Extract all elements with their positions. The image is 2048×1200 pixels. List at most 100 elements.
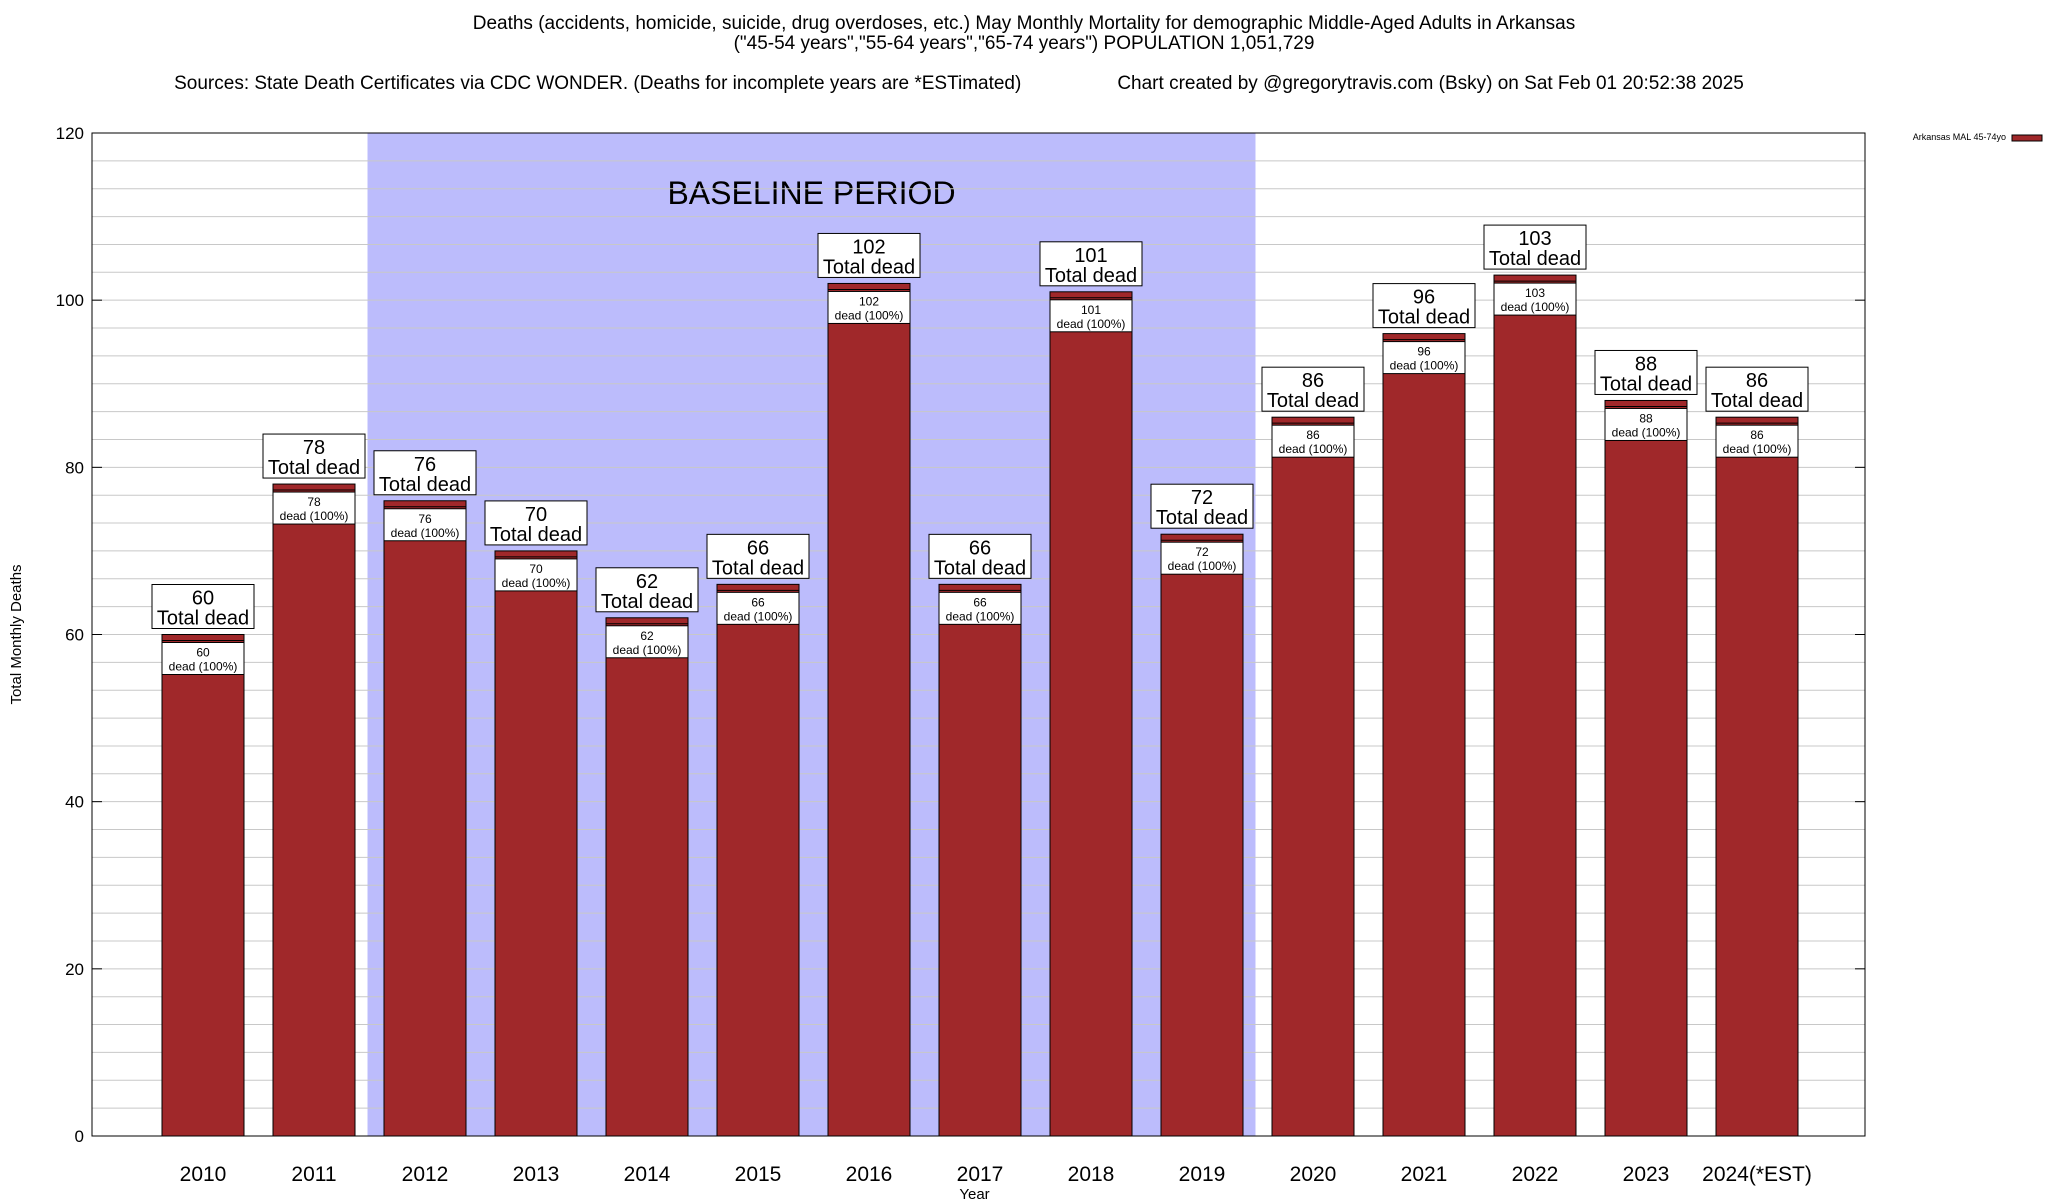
- chart-title-block: Deaths (accidents, homicide, suicide, dr…: [0, 14, 2048, 114]
- x-tick-label: 2011: [291, 1163, 336, 1186]
- bar: [1604, 399, 1688, 1137]
- total-label-suffix: Total dead: [268, 457, 360, 479]
- legend-swatch: [2011, 134, 2043, 142]
- inner-label-suffix: dead (100%): [1279, 442, 1348, 456]
- inner-label-value: 88: [1639, 411, 1653, 425]
- bar: [383, 500, 467, 1137]
- bar: [1271, 416, 1355, 1137]
- total-label-box: [1261, 366, 1365, 412]
- chart-source-text: Sources: State Death Certificates via CD…: [174, 73, 1022, 94]
- x-tick-label: 2012: [402, 1163, 449, 1186]
- total-label-box: [1372, 283, 1476, 329]
- total-label-value: 86: [1746, 370, 1768, 392]
- y-tick-label: 60: [65, 626, 84, 645]
- y-tick-label: 20: [65, 960, 84, 979]
- inner-label-suffix: dead (100%): [1168, 559, 1237, 573]
- inner-label-suffix: dead (100%): [835, 308, 904, 322]
- total-label-value: 78: [303, 437, 325, 459]
- x-tick-label: 2014: [624, 1163, 671, 1186]
- inner-label-box: [494, 558, 578, 592]
- inner-label-suffix: dead (100%): [1390, 359, 1459, 373]
- total-label-value: 88: [1635, 353, 1657, 375]
- inner-label-value: 103: [1525, 286, 1545, 300]
- total-label-box: [1594, 349, 1698, 395]
- bars-group: [161, 274, 1799, 1137]
- total-label-suffix: Total dead: [1045, 265, 1137, 287]
- chart-subtitle: ("45-54 years","55-64 years","65-74 year…: [733, 33, 1315, 54]
- total-label-suffix: Total dead: [1711, 390, 1803, 412]
- bar: [1160, 533, 1244, 1137]
- inner-label-suffix: dead (100%): [613, 643, 682, 657]
- total-label-box: [706, 533, 810, 579]
- inner-label-box: [1160, 541, 1244, 575]
- total-label-value: 96: [1413, 287, 1435, 309]
- total-label-box: [373, 450, 477, 496]
- total-label-box: [151, 584, 255, 629]
- total-label-value: 70: [525, 504, 547, 526]
- inner-label-value: 102: [859, 294, 879, 308]
- total-label-value: 103: [1518, 228, 1551, 250]
- x-tick-label: 2013: [513, 1163, 560, 1186]
- x-tick-label: 2016: [846, 1163, 893, 1186]
- y-tick-label: 80: [65, 458, 84, 477]
- inner-label-value: 66: [751, 595, 765, 609]
- inner-label-box: [827, 290, 911, 324]
- bar: [1493, 274, 1577, 1137]
- total-label-box: [1039, 241, 1143, 287]
- total-label-box: [1483, 224, 1587, 270]
- inner-label-value: 76: [418, 512, 432, 526]
- bar: [1049, 291, 1133, 1137]
- total-label-suffix: Total dead: [490, 524, 582, 546]
- x-tick-label: 2022: [1512, 1163, 1559, 1186]
- total-label-suffix: Total dead: [1378, 307, 1470, 329]
- x-tick-label: 2023: [1623, 1163, 1670, 1186]
- inner-label-box: [1715, 424, 1799, 458]
- total-label-suffix: Total dead: [157, 608, 249, 630]
- inner-label-suffix: dead (100%): [724, 609, 793, 623]
- inner-label-value: 70: [529, 562, 543, 576]
- inner-label-box: [605, 625, 689, 659]
- inner-label-box: [1271, 424, 1355, 458]
- y-tick-label: 40: [65, 793, 84, 812]
- bar: [716, 583, 800, 1137]
- total-label-box: [1150, 483, 1254, 529]
- legend-label: Arkansas MAL 45-74yo: [1913, 132, 2006, 142]
- bar: [938, 583, 1022, 1137]
- total-label-value: 102: [852, 236, 885, 258]
- total-label-suffix: Total dead: [1489, 248, 1581, 270]
- total-label-suffix: Total dead: [1267, 390, 1359, 412]
- x-tick-label: 2017: [957, 1163, 1004, 1186]
- inner-label-box: [1049, 299, 1133, 333]
- inner-label-suffix: dead (100%): [391, 526, 460, 540]
- bar: [1382, 333, 1466, 1137]
- inner-label-box: [272, 491, 356, 525]
- inner-label-box: [383, 508, 467, 542]
- inner-label-box: [716, 591, 800, 625]
- x-tick-label: 2015: [735, 1163, 782, 1186]
- inner-label-suffix: dead (100%): [1723, 442, 1792, 456]
- total-label-suffix: Total dead: [934, 557, 1026, 579]
- x-tick-label: 2010: [180, 1163, 227, 1186]
- inner-label-suffix: dead (100%): [946, 609, 1015, 623]
